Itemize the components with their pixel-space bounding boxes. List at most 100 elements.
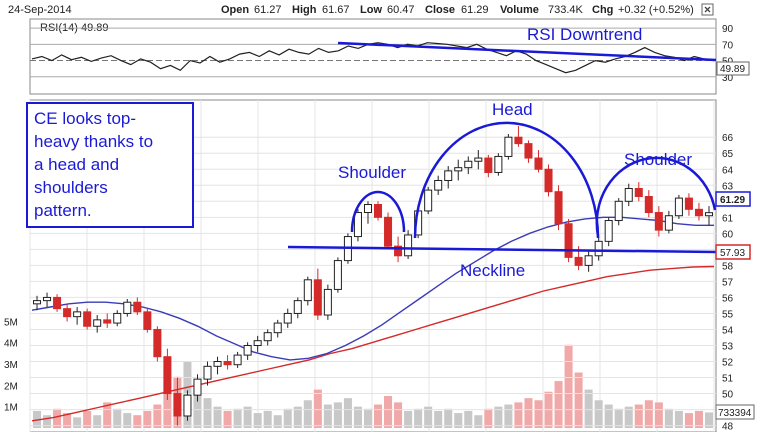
volume-bar: [43, 415, 52, 428]
volume-bar: [554, 381, 563, 428]
volume-bar: [464, 410, 473, 428]
candlestick: [113, 310, 122, 327]
price-tick-label: 57: [722, 277, 734, 288]
price-tick-label: 58: [722, 261, 734, 272]
rsi-panel-frame: [29, 18, 717, 95]
candlestick: [333, 257, 342, 293]
candlestick: [183, 390, 192, 421]
annotation-left-shoulder: Shoulder: [338, 163, 406, 182]
candle-body: [544, 168, 553, 193]
candlestick: [614, 198, 623, 226]
candlestick: [654, 206, 663, 237]
candlestick: [374, 201, 383, 221]
candlestick: [624, 183, 633, 207]
volume-bar: [123, 413, 132, 428]
rsi-value: 49.89: [720, 64, 745, 75]
price-tick-label: 60: [722, 229, 734, 240]
volume-bar: [63, 413, 72, 428]
volume-bar: [163, 393, 172, 428]
candle-body: [43, 296, 52, 302]
volume-bar: [564, 344, 573, 428]
candle-body: [63, 308, 72, 318]
chart-header: 24-Sep-2014 Open 61.27 High 61.67 Low 60…: [8, 3, 714, 16]
annotation-note: CE looks top- heavy thanks to a head and…: [26, 102, 194, 228]
volume-bar: [694, 410, 703, 428]
volume-bar: [253, 413, 262, 428]
candle-body: [303, 279, 312, 302]
candlestick: [73, 307, 82, 325]
candle-body: [123, 301, 132, 314]
left-shoulder-arc: [350, 190, 406, 233]
candle-body: [564, 223, 573, 258]
volume-bar: [614, 408, 623, 428]
candlestick: [203, 361, 212, 386]
volume-tick-label: 3M: [4, 360, 18, 371]
candlestick: [444, 166, 453, 189]
candle-body: [504, 136, 513, 157]
volume-bar: [644, 400, 653, 428]
chart-close-button[interactable]: [701, 3, 714, 16]
candlestick: [504, 134, 513, 160]
annotation-head: Head: [492, 100, 533, 119]
candle-body: [464, 160, 473, 169]
candlestick: [313, 268, 322, 320]
header-volume-label: Volume: [500, 4, 539, 16]
candlestick: [33, 295, 42, 311]
candle-body: [213, 361, 222, 367]
candle-body: [634, 187, 643, 197]
candle-body: [594, 240, 603, 257]
volume-bar: [53, 408, 62, 428]
candle-body: [133, 301, 142, 313]
volume-bar: [203, 398, 212, 428]
candle-body: [484, 157, 493, 173]
volume-bar: [474, 415, 483, 428]
volume-bar: [504, 404, 513, 428]
candlestick: [534, 150, 543, 173]
candle-body: [474, 157, 483, 162]
candle-body: [554, 191, 563, 225]
close-price-box: [715, 191, 751, 207]
candle-body: [53, 296, 62, 310]
candle-body: [384, 216, 393, 247]
sma50-line: [31, 216, 714, 361]
volume-value-label: 733394: [718, 408, 752, 419]
candle-body: [394, 245, 403, 257]
candle-body: [223, 361, 232, 366]
candlestick: [454, 159, 463, 181]
candlestick: [263, 329, 272, 346]
candlestick: [554, 185, 563, 231]
price-tick-label: 64: [722, 165, 734, 176]
candlestick: [684, 193, 693, 216]
candle-body: [103, 319, 112, 324]
candle-body: [584, 255, 593, 266]
candlestick: [223, 355, 232, 370]
candlestick: [103, 313, 112, 328]
candlestick: [464, 156, 473, 175]
candlestick: [253, 335, 262, 352]
header-low-label: Low: [360, 4, 382, 16]
candle-body: [444, 170, 453, 181]
header-close-label: Close: [425, 4, 455, 16]
volume-bar: [113, 408, 122, 428]
volume-bar: [574, 372, 583, 428]
volume-bar: [363, 408, 372, 428]
price-tick-label: 61: [722, 213, 734, 224]
volume-bar: [684, 413, 693, 428]
candlestick: [694, 202, 703, 221]
close-price-label: 61.29: [720, 195, 745, 206]
candlestick: [323, 284, 332, 320]
candlestick: [273, 319, 282, 338]
candlestick: [283, 308, 292, 328]
candle-body: [273, 322, 282, 334]
volume-bar: [313, 389, 322, 428]
candlestick: [133, 297, 142, 316]
candle-body: [684, 197, 693, 210]
candlestick: [243, 342, 252, 360]
candle-body: [203, 365, 212, 380]
candle-body: [574, 256, 583, 266]
candle-body: [374, 204, 383, 218]
volume-bar: [534, 400, 543, 428]
price-tick-label: 63: [722, 181, 734, 192]
annotation-right-shoulder: Shoulder: [624, 150, 692, 169]
header-close: 61.29: [461, 4, 489, 16]
